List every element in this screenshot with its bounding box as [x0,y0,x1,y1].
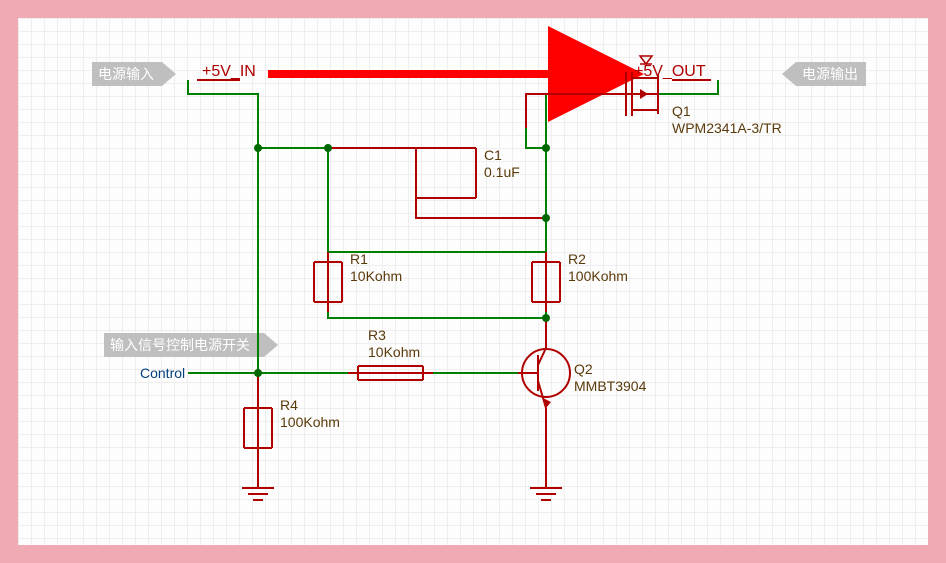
bjt-q2-value: MMBT3904 [574,378,646,395]
net-label: +5V_OUT [634,63,706,81]
port-tag-label: 电源输入 [98,64,154,84]
res-r4-ref: R4 [280,397,340,414]
mosfet-q1: Q1WPM2341A-3/TR [672,103,782,137]
junction-dot [254,144,262,152]
res-r1: R110Kohm [350,251,402,285]
mosfet-q1-value: WPM2341A-3/TR [672,120,782,137]
res-r1-value: 10Kohm [350,268,402,285]
res-r4: R4100Kohm [280,397,340,431]
junction-dot [324,144,332,152]
bjt-q2: Q2MMBT3904 [574,361,646,395]
res-r2-value: 100Kohm [568,268,628,285]
bjt-q2-ref: Q2 [574,361,646,378]
res-r3-ref: R3 [368,327,420,344]
wire [328,312,546,318]
res-r4-value: 100Kohm [280,414,340,431]
mosfet-arrow [640,89,648,99]
res-r3: R310Kohm [368,327,420,361]
res-r2: R2100Kohm [568,251,628,285]
port-tag-label: 电源输出 [802,64,858,84]
junction-dot [542,314,550,322]
wire [188,80,258,148]
res-r1-ref: R1 [350,251,402,268]
wire [526,128,546,148]
mosfet-q1-ref: Q1 [672,103,782,120]
cap-c1-value: 0.1uF [484,164,520,181]
wire [416,198,546,218]
net-label: +5V_IN [202,63,256,81]
net-label: Control [140,365,185,381]
cap-c1-ref: C1 [484,147,520,164]
junction-dot [542,214,550,222]
res-r2-ref: R2 [568,251,628,268]
junction-dot [254,369,262,377]
res-r3-value: 10Kohm [368,344,420,361]
port-tag-label: 输入信号控制电源开关 [110,335,250,355]
cap-c1: C10.1uF [484,147,520,181]
junction-dot [542,144,550,152]
